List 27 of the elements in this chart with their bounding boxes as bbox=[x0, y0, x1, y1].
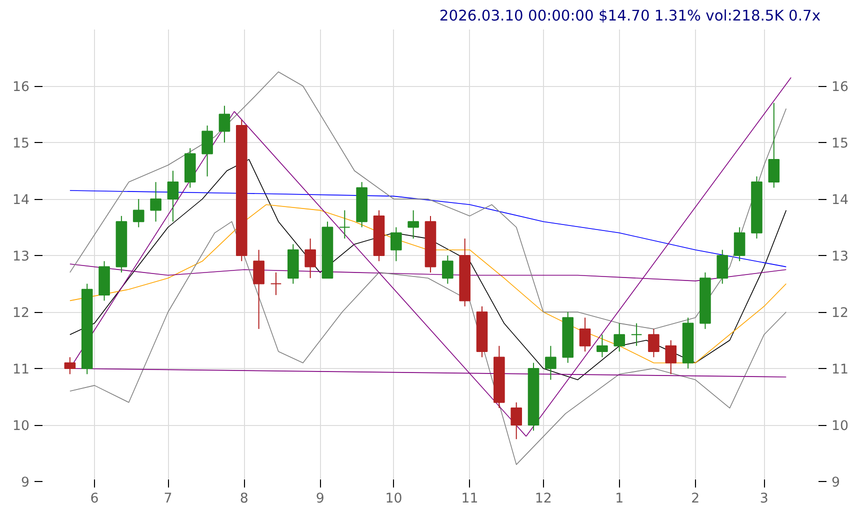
y2-tick-label: 15 bbox=[832, 136, 848, 152]
y-tick-label: 12 bbox=[12, 306, 30, 321]
x-tick-label: 9 bbox=[316, 492, 324, 505]
y-tick-label: 16 bbox=[12, 80, 30, 95]
y-tick-label: 14 bbox=[12, 193, 30, 208]
x-tick-label: 2 bbox=[691, 492, 700, 505]
x-tick-label: 3 bbox=[760, 492, 768, 505]
y2-tick-label: 16 bbox=[832, 80, 848, 95]
y-tick-label: 9 bbox=[21, 476, 30, 490]
y2-tick-label: 12 bbox=[832, 306, 848, 321]
y-tick-label: 13 bbox=[12, 250, 30, 264]
y2-tick-label: 13 bbox=[832, 250, 848, 264]
x-tick-label: 1 bbox=[615, 492, 624, 505]
y2-tick-label: 11 bbox=[832, 362, 848, 378]
x-tick-label: 11 bbox=[461, 492, 478, 505]
y-tick-label: 10 bbox=[12, 419, 30, 434]
y-tick-label: 15 bbox=[12, 136, 30, 152]
chart-title: 2026.03.10 00:00:00 $14.70 1.31% vol:218.5K 0.7x bbox=[439, 8, 821, 24]
y2-tick-label: 9 bbox=[832, 476, 840, 490]
y-tick-label: 11 bbox=[12, 362, 30, 378]
x-tick-label: 7 bbox=[164, 492, 172, 505]
x-tick-label: 8 bbox=[240, 492, 248, 505]
x-tick-label: 6 bbox=[90, 492, 99, 505]
x-tick-label: 10 bbox=[385, 492, 402, 505]
y2-tick-label: 10 bbox=[832, 419, 848, 434]
x-tick-label: 12 bbox=[534, 492, 552, 505]
y2-tick-label: 14 bbox=[832, 193, 848, 208]
